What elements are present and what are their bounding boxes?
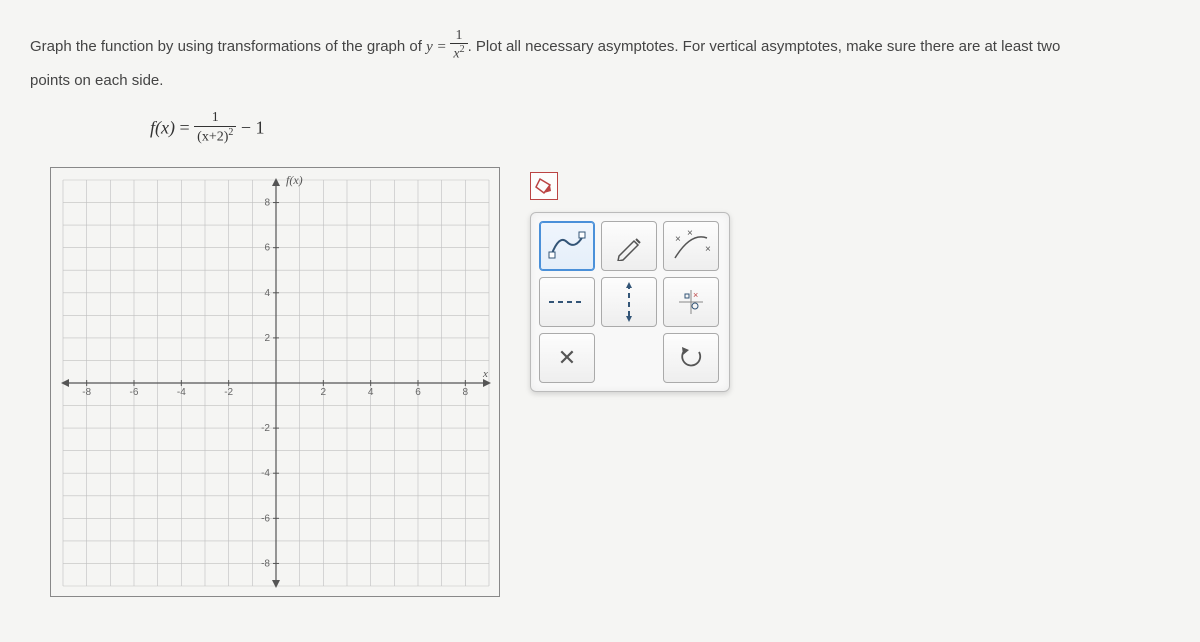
base-frac-num: 1 <box>450 28 467 44</box>
pencil-tool[interactable] <box>601 221 657 271</box>
svg-text:-6: -6 <box>130 387 139 398</box>
svg-text:x: x <box>482 368 488 380</box>
grid-svg: -8 -6 -4 -2 2 4 6 8 -8 -6 -4 -2 2 4 6 8 f(x) x <box>51 168 501 598</box>
curve-tool[interactable] <box>539 221 595 271</box>
question-text: Graph the function by using transformati… <box>30 30 1170 97</box>
clear-tool[interactable]: ✕ <box>539 333 595 383</box>
question-part3: points on each side. <box>30 72 163 89</box>
svg-text:-8: -8 <box>261 558 270 569</box>
svg-text:-2: -2 <box>224 387 233 398</box>
svg-text:6: 6 <box>264 243 270 254</box>
v-asymptote-tool[interactable] <box>601 277 657 327</box>
equation-fraction: 1(x+2)2 <box>194 110 236 144</box>
h-asymptote-tool[interactable] <box>539 277 595 327</box>
svg-text:×: × <box>705 244 711 255</box>
svg-text:6: 6 <box>415 387 421 398</box>
svg-text:×: × <box>687 228 693 239</box>
undo-icon <box>677 346 705 370</box>
curve-icon <box>545 228 589 264</box>
svg-text:f(x): f(x) <box>286 173 303 187</box>
base-fraction: 1x2 <box>450 28 467 62</box>
h-asymptote-icon <box>545 292 589 312</box>
clear-icon: ✕ <box>558 347 576 369</box>
tool-panel: × × × <box>530 212 730 392</box>
v-asymptote-icon <box>619 282 639 322</box>
question-part1: Graph the function by using transformati… <box>30 38 426 55</box>
remove-point-tool[interactable]: × <box>663 277 719 327</box>
undo-tool[interactable] <box>663 333 719 383</box>
svg-text:2: 2 <box>264 333 270 344</box>
svg-text:4: 4 <box>368 387 374 398</box>
eq-sign: = <box>433 39 451 55</box>
svg-text:-4: -4 <box>177 387 186 398</box>
svg-text:-6: -6 <box>261 513 270 524</box>
fill-shape-button[interactable] <box>530 172 558 200</box>
graph-canvas[interactable]: -8 -6 -4 -2 2 4 6 8 -8 -6 -4 -2 2 4 6 8 f(x) x <box>50 167 500 597</box>
svg-text:-2: -2 <box>261 423 270 434</box>
line-points-tool[interactable]: × × × <box>663 221 719 271</box>
base-frac-den: x2 <box>450 44 467 62</box>
svg-text:-8: -8 <box>82 387 91 398</box>
base-equation-lhs: y <box>426 39 433 55</box>
pencil-icon <box>614 231 644 261</box>
svg-text:8: 8 <box>463 387 469 398</box>
svg-text:×: × <box>675 234 681 245</box>
svg-text:-4: -4 <box>261 468 270 479</box>
remove-point-icon: × <box>671 282 711 322</box>
svg-text:2: 2 <box>321 387 327 398</box>
svg-text:×: × <box>693 290 698 300</box>
line-points-icon: × × × <box>669 228 713 264</box>
function-equation: f(x) = 1(x+2)2 − 1 <box>150 112 1170 146</box>
fill-icon <box>534 176 554 196</box>
svg-text:8: 8 <box>264 197 270 208</box>
question-part2: . Plot all necessary asymptotes. For ver… <box>468 38 1061 55</box>
svg-text:4: 4 <box>264 288 270 299</box>
